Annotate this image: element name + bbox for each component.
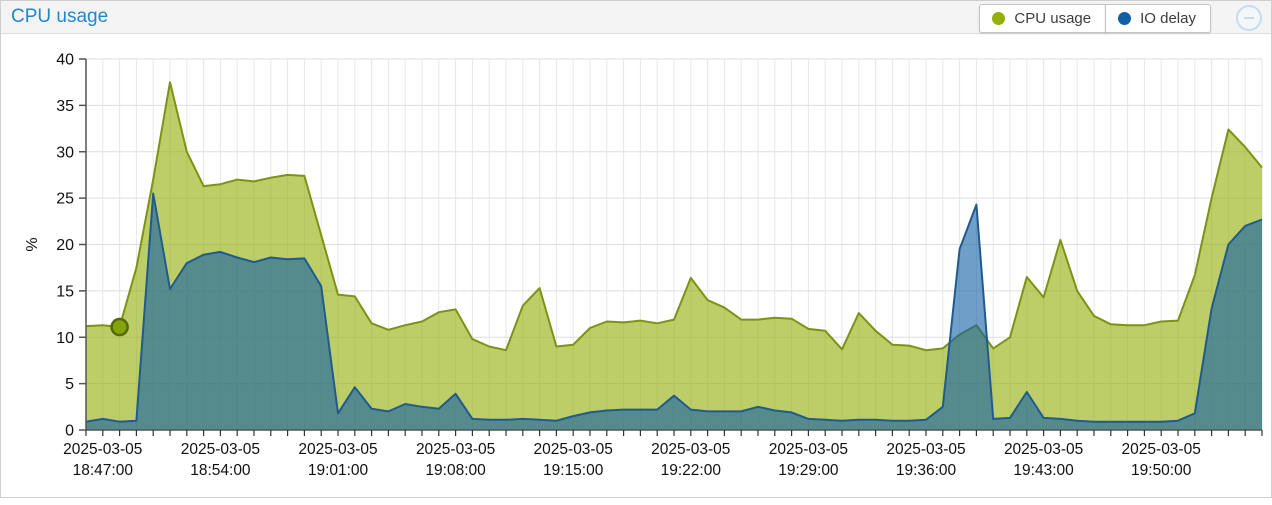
legend-label: CPU usage <box>1014 10 1092 27</box>
svg-text:40: 40 <box>56 52 74 69</box>
svg-text:2025-03-05: 2025-03-05 <box>181 441 260 458</box>
svg-text:2025-03-05: 2025-03-05 <box>534 441 613 458</box>
svg-text:30: 30 <box>56 144 74 161</box>
svg-text:2025-03-05: 2025-03-05 <box>886 441 965 458</box>
svg-text:19:43:00: 19:43:00 <box>1013 462 1074 479</box>
svg-text:19:01:00: 19:01:00 <box>308 462 369 479</box>
legend-item-io-delay[interactable]: IO delay <box>1105 4 1211 33</box>
svg-text:19:36:00: 19:36:00 <box>896 462 957 479</box>
svg-text:2025-03-05: 2025-03-05 <box>1122 441 1201 458</box>
svg-text:18:54:00: 18:54:00 <box>190 462 251 479</box>
svg-text:2025-03-05: 2025-03-05 <box>651 441 730 458</box>
panel-header: CPU usage CPU usage IO delay <box>1 1 1271 34</box>
svg-text:%: % <box>24 237 41 251</box>
svg-text:2025-03-05: 2025-03-05 <box>298 441 377 458</box>
svg-text:19:50:00: 19:50:00 <box>1131 462 1192 479</box>
cpu-usage-area-chart[interactable]: 0 5 10 15 20 25 30 35 40% 2025-03-05 18:47:00 2025-… <box>1 35 1271 497</box>
svg-text:35: 35 <box>56 98 74 115</box>
io-delay-series-dot-icon <box>1118 12 1132 25</box>
svg-text:19:15:00: 19:15:00 <box>543 462 604 479</box>
legend-item-cpu-usage[interactable]: CPU usage <box>979 4 1107 33</box>
svg-text:25: 25 <box>56 191 74 208</box>
svg-text:20: 20 <box>56 237 74 254</box>
svg-text:2025-03-05: 2025-03-05 <box>769 441 848 458</box>
panel-title: CPU usage <box>11 6 109 27</box>
collapse-panel-minus-icon[interactable] <box>1236 5 1262 31</box>
chart-area: 0 5 10 15 20 25 30 35 40% 2025-03-05 18:47:00 2025-… <box>1 35 1271 497</box>
svg-text:19:08:00: 19:08:00 <box>425 462 486 479</box>
svg-text:18:47:00: 18:47:00 <box>73 462 134 479</box>
svg-text:2025-03-05: 2025-03-05 <box>63 441 142 458</box>
svg-text:2025-03-05: 2025-03-05 <box>416 441 495 458</box>
svg-text:10: 10 <box>56 330 74 347</box>
svg-text:19:29:00: 19:29:00 <box>778 462 839 479</box>
svg-text:2025-03-05: 2025-03-05 <box>1004 441 1083 458</box>
svg-text:5: 5 <box>65 376 74 393</box>
chart-legend: CPU usage IO delay <box>979 4 1211 33</box>
svg-text:15: 15 <box>56 283 74 300</box>
legend-label: IO delay <box>1140 10 1196 27</box>
cpu-usage-series-dot-icon <box>992 12 1006 25</box>
svg-text:19:22:00: 19:22:00 <box>661 462 722 479</box>
svg-text:0: 0 <box>65 423 74 440</box>
